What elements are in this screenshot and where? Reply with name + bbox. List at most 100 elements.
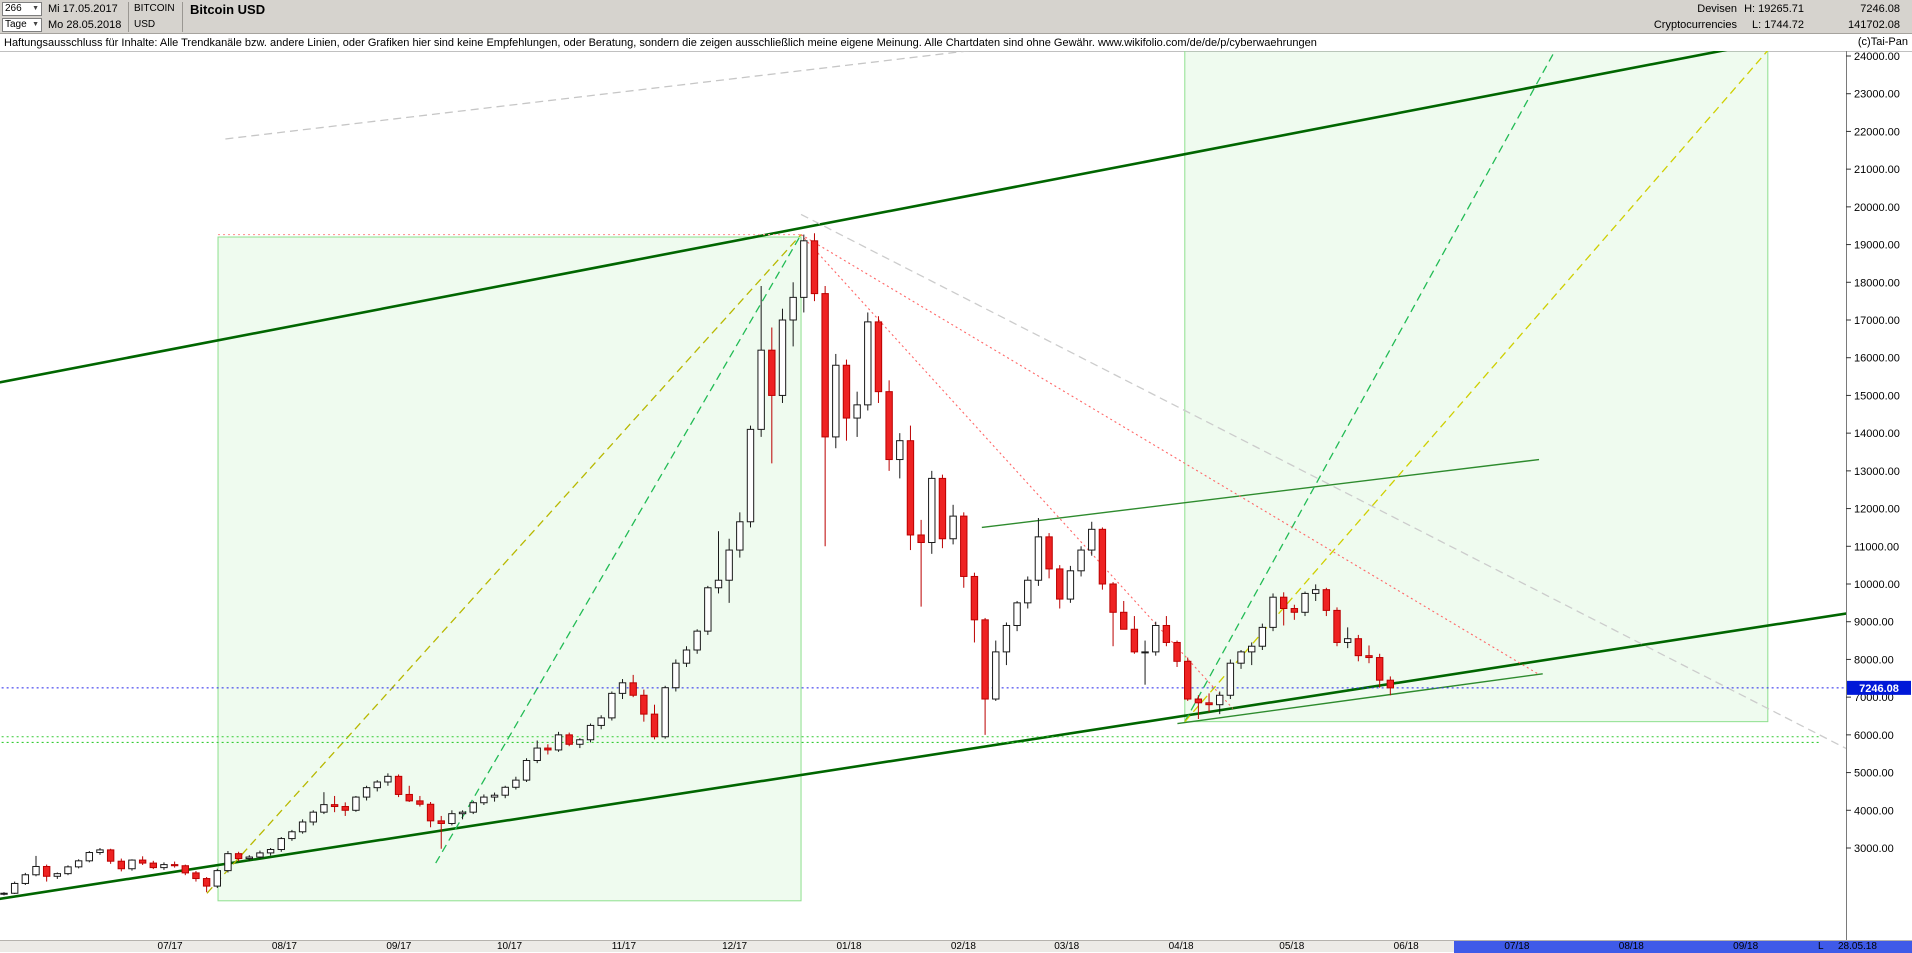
candle-body bbox=[736, 521, 744, 551]
period-dropdown[interactable]: Tage ▼ bbox=[2, 18, 42, 32]
candle-body bbox=[778, 319, 787, 396]
candle-body bbox=[64, 866, 72, 875]
price-axis-label: 24000.00 bbox=[1854, 51, 1900, 63]
candle-body bbox=[298, 821, 307, 833]
fan-line-green-right bbox=[1184, 51, 1556, 722]
candle-body bbox=[917, 534, 925, 544]
price-axis-label: 12000.00 bbox=[1854, 504, 1900, 516]
candle-body bbox=[426, 803, 435, 822]
candle-body bbox=[618, 682, 627, 694]
candle-body bbox=[928, 477, 936, 544]
candle-body bbox=[938, 477, 947, 540]
candle-body bbox=[1120, 611, 1128, 630]
price-axis-label: 21000.00 bbox=[1854, 164, 1900, 176]
candle-body bbox=[746, 428, 755, 523]
candle-body bbox=[1290, 608, 1299, 613]
price-axis-label: 20000.00 bbox=[1854, 202, 1900, 214]
candle-body bbox=[768, 349, 776, 396]
candle-body bbox=[1088, 528, 1096, 551]
candle-body bbox=[1152, 624, 1160, 653]
candle-body bbox=[288, 831, 296, 840]
candle-body bbox=[437, 820, 445, 824]
candle-body bbox=[1184, 660, 1192, 700]
time-axis-label: 07/17 bbox=[157, 941, 183, 952]
candle-body bbox=[32, 865, 40, 876]
price-axis-label: 15000.00 bbox=[1854, 390, 1900, 402]
fan-line-olive-left bbox=[206, 234, 802, 894]
bars-count-dropdown[interactable]: 266 ▼ bbox=[2, 2, 42, 16]
candle-body bbox=[544, 747, 552, 751]
candle-body bbox=[672, 662, 680, 689]
last-close-value: 7246.08 bbox=[1860, 3, 1900, 15]
candle-body bbox=[533, 747, 541, 762]
candle-body bbox=[821, 293, 829, 438]
candle-body bbox=[448, 813, 456, 824]
time-axis-label: 05/18 bbox=[1279, 941, 1305, 952]
price-axis-label: 9000.00 bbox=[1854, 617, 1894, 629]
candle-body bbox=[480, 796, 488, 804]
candle-body bbox=[330, 804, 339, 808]
symbol-name: BITCOIN bbox=[134, 3, 175, 14]
time-range-selector[interactable] bbox=[1454, 941, 1912, 953]
candle-body bbox=[96, 849, 104, 854]
price-axis-label: 22000.00 bbox=[1854, 126, 1900, 138]
candle-body bbox=[0, 892, 8, 895]
gray-descending bbox=[800, 213, 1846, 750]
candle-body bbox=[789, 296, 797, 321]
candle-body bbox=[1301, 592, 1309, 613]
last-bar-date: 28.05.18 bbox=[1838, 941, 1877, 952]
range-start-date: Mi 17.05.2017 bbox=[48, 3, 118, 15]
header-divider bbox=[128, 2, 129, 32]
price-axis-label: 16000.00 bbox=[1854, 353, 1900, 365]
time-axis-label: 10/17 bbox=[497, 941, 523, 952]
price-axis-label: 5000.00 bbox=[1854, 768, 1894, 780]
chart-header: 266 ▼ Mi 17.05.2017 Tage ▼ Mo 28.05.2018… bbox=[0, 0, 1912, 34]
symbol-currency: USD bbox=[134, 19, 156, 30]
candle-body bbox=[1077, 549, 1085, 572]
page-title: Bitcoin USD bbox=[190, 2, 266, 17]
series-low-label: L: 1744.72 bbox=[1752, 19, 1804, 31]
time-axis-label: 11/17 bbox=[611, 941, 637, 952]
candle-body bbox=[661, 687, 669, 738]
price-axis-label: 19000.00 bbox=[1854, 240, 1900, 252]
candle-body bbox=[416, 800, 424, 805]
candle-body bbox=[981, 619, 989, 700]
candle-body bbox=[1130, 628, 1139, 653]
time-axis-label: 04/18 bbox=[1168, 941, 1194, 952]
candle-body bbox=[970, 575, 979, 621]
candle-body bbox=[1216, 694, 1224, 706]
candle-body bbox=[1002, 624, 1011, 653]
candle-body bbox=[256, 852, 264, 858]
time-axis-label: 03/18 bbox=[1054, 941, 1080, 952]
candle-body bbox=[640, 694, 648, 715]
candle-body bbox=[213, 870, 221, 887]
time-axis-label: 07/18 bbox=[1504, 941, 1530, 952]
time-axis-label: 06/18 bbox=[1393, 941, 1419, 952]
price-axis-label: 13000.00 bbox=[1854, 466, 1900, 478]
candle-body bbox=[682, 649, 691, 664]
chevron-down-icon: ▼ bbox=[32, 21, 39, 28]
current-price-tag bbox=[1847, 680, 1911, 695]
candle-body bbox=[170, 864, 179, 867]
bars-count-value: 266 bbox=[5, 3, 22, 14]
disclaimer-text: Haftungsausschluss für Inhalte: Alle Tre… bbox=[4, 37, 1317, 49]
candle-body bbox=[842, 364, 851, 419]
candle-body bbox=[885, 391, 893, 461]
candle-body bbox=[512, 779, 520, 788]
candle-body bbox=[704, 587, 712, 632]
trend-projection-box-1 bbox=[217, 236, 802, 902]
candle-body bbox=[853, 404, 861, 419]
candle-body bbox=[181, 865, 189, 874]
candle-body bbox=[1269, 596, 1277, 628]
price-axis-label: 11000.00 bbox=[1854, 541, 1899, 553]
candle-body bbox=[192, 872, 200, 880]
candle-body bbox=[960, 515, 968, 577]
current-price-value: 7246.08 bbox=[1859, 683, 1899, 695]
candle-body bbox=[42, 865, 51, 877]
gray-channel-upper bbox=[225, 51, 973, 140]
candle-body bbox=[1173, 641, 1181, 662]
candle-body bbox=[309, 811, 317, 823]
price-axis-label: 14000.00 bbox=[1854, 428, 1900, 440]
candle-body bbox=[693, 630, 701, 651]
